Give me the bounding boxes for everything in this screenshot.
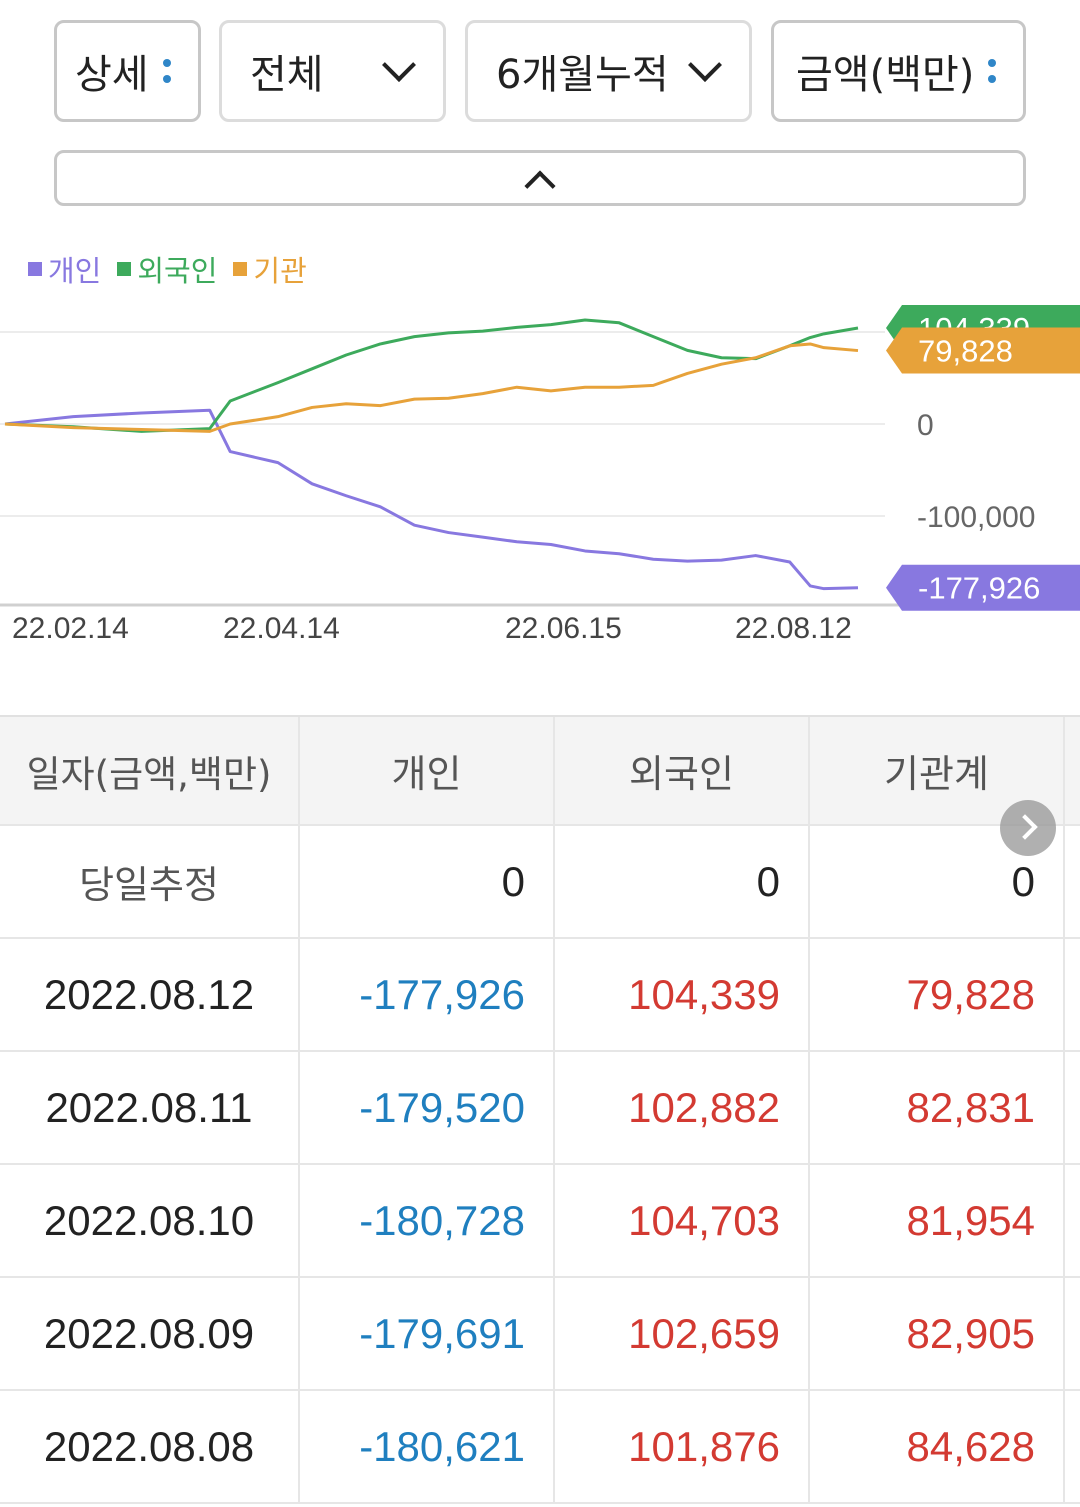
table-row: 2022.08.12 -177,926 104,339 79,828	[0, 939, 1080, 1052]
individual-cell: -179,691	[300, 1278, 555, 1389]
value-tag-shape	[886, 564, 1080, 611]
chevron-up-icon	[524, 170, 556, 202]
more-dots-icon	[162, 59, 171, 83]
legend-label-institution: 기관	[253, 254, 307, 288]
institution-cell: 82,831	[810, 1052, 1065, 1163]
scope-select-label: 전체	[250, 52, 324, 98]
individual-cell: -177,926	[300, 939, 555, 1050]
value-tag-label: -177,926	[918, 571, 1040, 606]
chevron-down-icon	[382, 48, 416, 82]
unit-select-label: 금액(백만)	[796, 52, 975, 98]
x-tick-label: 22.06.15	[505, 612, 622, 645]
value-tag-institution: 79,828	[886, 327, 1080, 374]
x-tick-label: 22.08.12	[735, 612, 852, 645]
series-line-individual	[4, 408, 859, 591]
individual-cell: -180,621	[300, 1391, 555, 1502]
legend-label-foreign: 외국인	[137, 254, 218, 288]
legend-item-foreign: 외국인	[117, 248, 217, 290]
legend-label-individual: 개인	[48, 254, 102, 288]
foreign-cell: 104,339	[555, 939, 810, 1050]
value-tag-label: 79,828	[918, 334, 1013, 369]
institution-cell: 82,905	[810, 1278, 1065, 1389]
legend-swatch-institution	[233, 262, 248, 276]
chevron-right-icon	[1012, 814, 1038, 840]
date-cell: 2022.08.11	[0, 1052, 300, 1163]
date-cell: 당일추정	[0, 826, 300, 937]
header-foreign: 외국인	[555, 717, 810, 824]
header-individual: 개인	[300, 717, 555, 824]
table-row: 2022.08.11 -179,520 102,882 82,831	[0, 1052, 1080, 1165]
institution-cell: 0	[810, 826, 1065, 937]
x-tick-label: 22.02.14	[12, 612, 129, 645]
foreign-cell: 0	[555, 826, 810, 937]
table-row: 2022.08.10 -180,728 104,703 81,954	[0, 1165, 1080, 1278]
date-cell: 2022.08.09	[0, 1278, 300, 1389]
table-header-row: 일자(금액,백만) 개인 외국인 기관계	[0, 715, 1080, 826]
value-tag-individual: -177,926	[886, 564, 1080, 611]
table-row-today: 당일추정 0 0 0	[0, 826, 1080, 939]
table-row: 2022.08.08 -180,621 101,876 84,628	[0, 1391, 1080, 1504]
table-row: 2022.08.09 -179,691 102,659 82,905	[0, 1278, 1080, 1391]
header-institution: 기관계	[810, 717, 1065, 824]
legend-swatch-individual	[28, 262, 42, 276]
scope-select[interactable]: 전체	[219, 20, 446, 122]
date-cell: 2022.08.08	[0, 1391, 300, 1502]
foreign-cell: 102,659	[555, 1278, 810, 1389]
investor-table: 일자(금액,백만) 개인 외국인 기관계 당일추정 0 0 0 2022.08.…	[0, 715, 1080, 1504]
date-cell: 2022.08.10	[0, 1165, 300, 1276]
y-tick-label: 0	[917, 409, 934, 442]
individual-cell: -179,520	[300, 1052, 555, 1163]
value-tag-shape	[886, 327, 1080, 374]
period-select[interactable]: 6개월누적	[465, 20, 752, 122]
foreign-cell: 101,876	[555, 1391, 810, 1502]
legend-swatch-foreign	[117, 262, 132, 276]
chart-legend: 개인 외국인 기관	[28, 248, 307, 290]
foreign-cell: 102,882	[555, 1052, 810, 1163]
collapse-button[interactable]	[54, 150, 1026, 206]
more-dots-icon	[988, 59, 997, 83]
legend-item-individual: 개인	[28, 248, 101, 290]
individual-cell: -180,728	[300, 1165, 555, 1276]
chevron-down-icon	[688, 48, 722, 82]
institution-cell: 79,828	[810, 939, 1065, 1050]
institution-cell: 84,628	[810, 1391, 1065, 1502]
legend-item-institution: 기관	[233, 248, 307, 290]
series-line-institution	[4, 342, 859, 433]
scroll-right-button[interactable]	[1000, 800, 1056, 856]
y-tick-label: -100,000	[917, 501, 1035, 534]
foreign-cell: 104,703	[555, 1165, 810, 1276]
period-select-label: 6개월누적	[496, 52, 669, 98]
x-tick-label: 22.04.14	[223, 612, 340, 645]
individual-cell: 0	[300, 826, 555, 937]
institution-cell: 81,954	[810, 1165, 1065, 1276]
header-date: 일자(금액,백만)	[0, 717, 300, 824]
investor-chart: 0 -100,000 22.02.14 22.04.14 22.06.15 22.08.1…	[0, 305, 1080, 645]
date-cell: 2022.08.12	[0, 939, 300, 1050]
unit-select[interactable]: 금액(백만)	[771, 20, 1026, 122]
detail-select[interactable]: 상세	[54, 20, 201, 122]
detail-select-label: 상세	[75, 52, 149, 98]
